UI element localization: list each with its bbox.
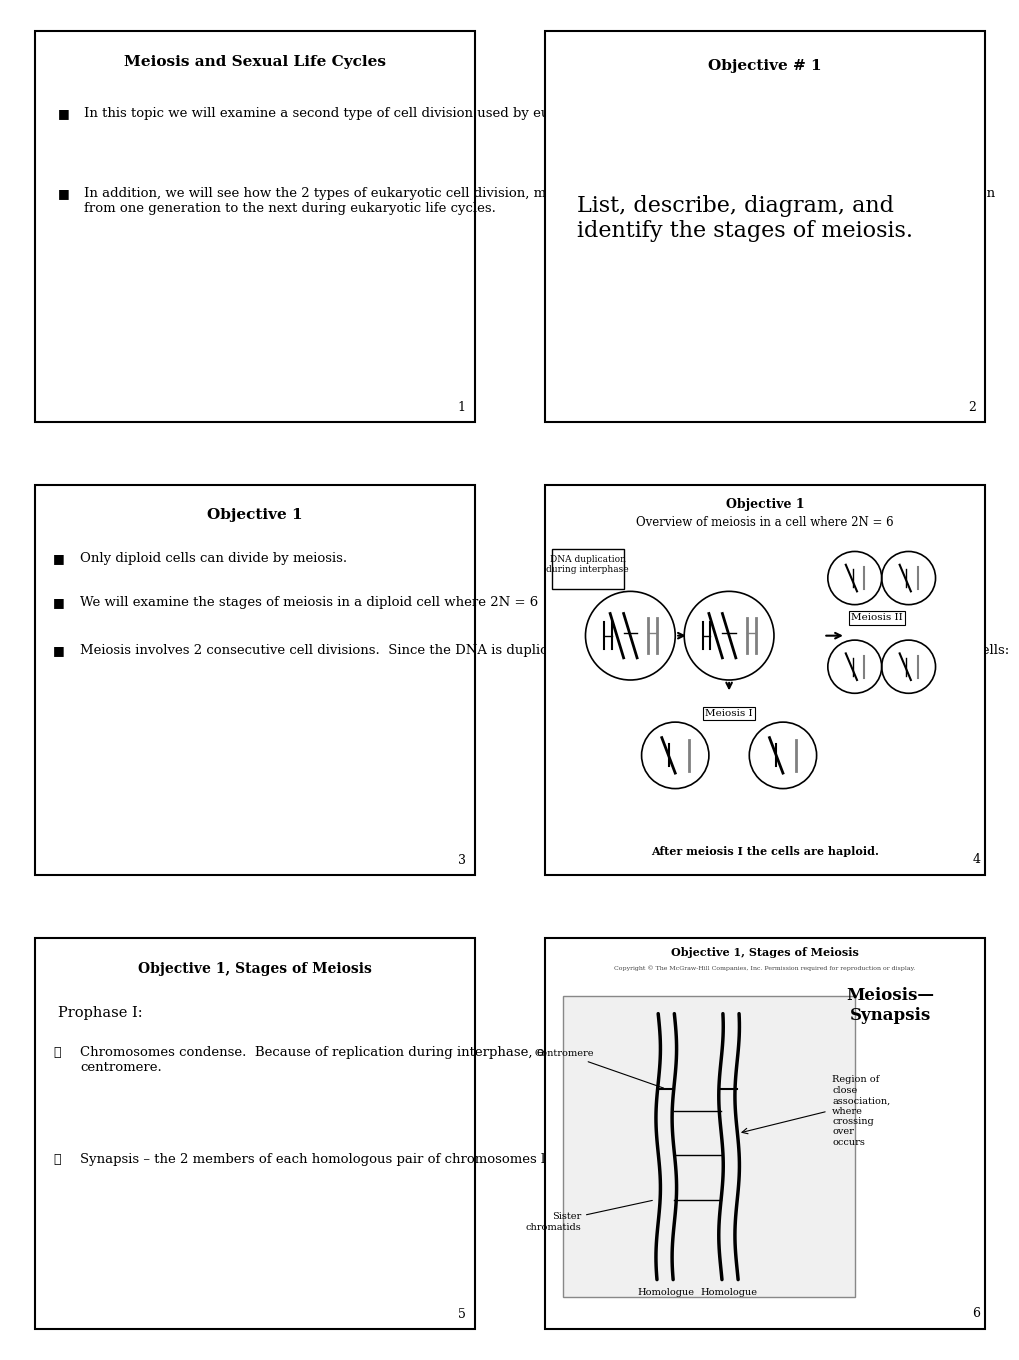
Text: Meiosis II: Meiosis II <box>851 613 902 623</box>
FancyBboxPatch shape <box>35 938 475 1329</box>
Text: After meiosis I the cells are haploid.: After meiosis I the cells are haploid. <box>650 846 878 857</box>
Text: Sister
chromatids: Sister chromatids <box>525 1201 652 1232</box>
Text: Meiosis and Sexual Life Cycles: Meiosis and Sexual Life Cycles <box>124 56 385 69</box>
Text: Meiosis I: Meiosis I <box>704 709 752 718</box>
Text: Prophase I:: Prophase I: <box>57 1005 142 1020</box>
Text: Region of
close
association,
where
crossing
over
occurs: Region of close association, where cross… <box>832 1076 890 1146</box>
Text: Objective 1: Objective 1 <box>207 509 303 522</box>
FancyBboxPatch shape <box>551 549 623 589</box>
Text: Copyright © The McGraw-Hill Companies, Inc. Permission required for reproduction: Copyright © The McGraw-Hill Companies, I… <box>613 964 915 971</box>
Text: Homologue: Homologue <box>637 1288 694 1297</box>
Text: 6: 6 <box>971 1307 979 1319</box>
Text: Objective # 1: Objective # 1 <box>707 58 821 73</box>
Text: List, describe, diagram, and
identify the stages of meiosis.: List, describe, diagram, and identify th… <box>576 194 912 242</box>
Text: ■: ■ <box>57 107 69 120</box>
Text: ➤: ➤ <box>53 1046 60 1058</box>
Text: ➤: ➤ <box>53 1153 60 1167</box>
Text: Centromere: Centromere <box>534 1049 663 1088</box>
Text: Objective 1: Objective 1 <box>725 498 804 511</box>
FancyBboxPatch shape <box>544 31 984 422</box>
Text: 5: 5 <box>458 1308 466 1321</box>
Text: We will examine the stages of meiosis in a diploid cell where 2N = 6: We will examine the stages of meiosis in… <box>79 596 538 609</box>
Text: ■: ■ <box>57 186 69 200</box>
Text: Overview of meiosis in a cell where 2N = 6: Overview of meiosis in a cell where 2N =… <box>636 515 893 529</box>
Text: DNA duplication
during interphase: DNA duplication during interphase <box>546 555 629 574</box>
Text: 2: 2 <box>967 401 975 415</box>
Text: Only diploid cells can divide by meiosis.: Only diploid cells can divide by meiosis… <box>79 552 346 566</box>
Text: ■: ■ <box>53 552 65 566</box>
Text: Chromosomes condense.  Because of replication during interphase, each chromosome: Chromosomes condense. Because of replica… <box>79 1046 943 1073</box>
Text: Synapsis – the 2 members of each homologous pair of chromosomes line up side-by-: Synapsis – the 2 members of each homolog… <box>79 1153 966 1167</box>
Text: Meiosis—
Synapsis: Meiosis— Synapsis <box>846 987 933 1024</box>
Text: ■: ■ <box>53 645 65 657</box>
FancyBboxPatch shape <box>544 938 984 1329</box>
Text: Objective 1, Stages of Meiosis: Objective 1, Stages of Meiosis <box>671 947 858 959</box>
Text: In this topic we will examine a second type of cell division used by eukaryotic : In this topic we will examine a second t… <box>85 107 701 120</box>
Text: 1: 1 <box>458 401 466 415</box>
Text: ■: ■ <box>53 596 65 609</box>
FancyBboxPatch shape <box>562 996 854 1297</box>
FancyBboxPatch shape <box>35 484 475 876</box>
Text: Meiosis involves 2 consecutive cell divisions.  Since the DNA is duplicated only: Meiosis involves 2 consecutive cell divi… <box>79 645 1008 657</box>
FancyBboxPatch shape <box>544 484 984 876</box>
Text: Homologue: Homologue <box>700 1288 757 1297</box>
Text: Objective 1, Stages of Meiosis: Objective 1, Stages of Meiosis <box>138 962 372 975</box>
FancyBboxPatch shape <box>35 31 475 422</box>
Text: In addition, we will see how the 2 types of eukaryotic cell division, mitosis an: In addition, we will see how the 2 types… <box>85 186 995 215</box>
Text: 3: 3 <box>458 854 466 868</box>
Text: 4: 4 <box>971 853 979 866</box>
